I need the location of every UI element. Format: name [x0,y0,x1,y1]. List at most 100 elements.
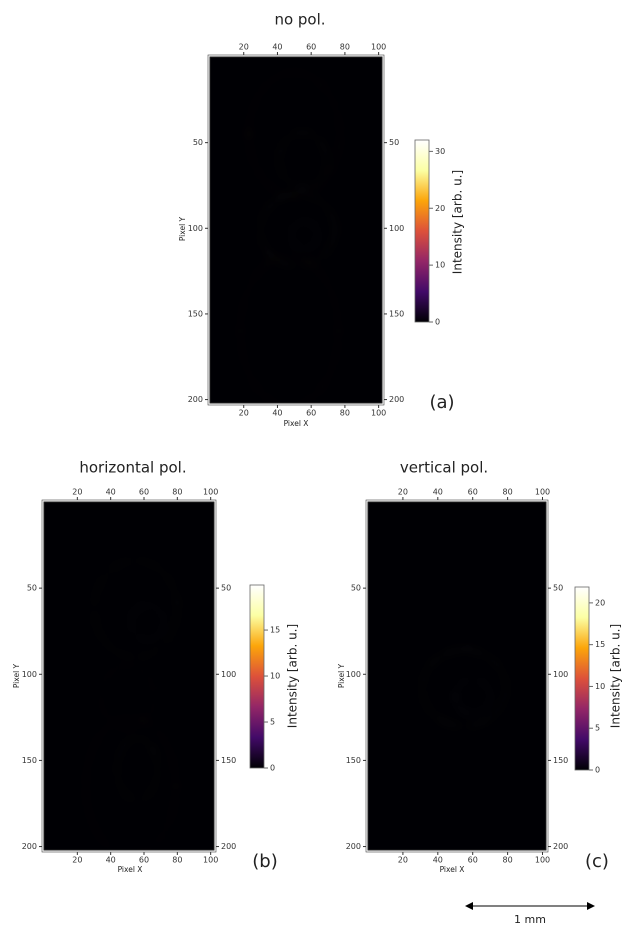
y-tick-label: 100 [188,224,203,233]
colorbar-tick-label: 20 [595,598,605,607]
x-tick-label: 20 [398,856,408,865]
heatmap-image [402,519,526,850]
y-tick-label: 50 [389,138,399,147]
plot-frame [43,501,215,851]
x-tick-label: 60 [468,488,478,497]
x-tick-label: 20 [72,856,82,865]
y-tick-label: 50 [193,138,203,147]
colorbar-label: Intensity [arb. u.] [286,624,300,728]
y-tick-label: 150 [188,309,203,318]
x-axis-label: Pixel X [284,419,309,428]
chart-title: horizontal pol. [79,459,186,477]
y-tick-label: 150 [389,309,404,318]
colorbar-tick-label: 10 [270,672,280,681]
y-tick-label: 200 [188,395,203,404]
x-tick-label: 80 [340,409,350,418]
chart-title: no pol. [274,11,325,29]
x-tick-label: 80 [503,856,513,865]
colorbar-label: Intensity [arb. u.] [609,624,622,728]
colorbar-tick-label: 30 [435,147,445,156]
panel-label: (a) [429,392,454,413]
x-tick-label: 40 [106,856,116,865]
colorbar-tick-label: 15 [595,640,605,649]
y-tick-label: 200 [389,395,404,404]
colorbar-tick-label: 0 [435,318,440,327]
x-tick-label: 60 [139,488,149,497]
y-tick-label: 50 [221,584,231,593]
y-tick-label: 200 [553,842,568,851]
x-tick-label: 100 [535,856,550,865]
y-axis-label: Pixel Y [12,663,21,688]
x-tick-label: 20 [398,488,408,497]
x-axis-label: Pixel X [118,865,143,874]
x-tick-label: 80 [172,488,182,497]
x-tick-label: 100 [203,856,218,865]
x-tick-label: 100 [203,488,218,497]
y-tick-label: 200 [22,842,37,851]
colorbar-tick-label: 0 [270,764,275,773]
intensity-blob [240,255,339,403]
y-tick-label: 100 [22,670,37,679]
colorbar-tick-label: 15 [270,626,280,635]
panel-label: (c) [585,851,609,872]
y-tick-label: 150 [553,756,568,765]
y-tick-label: 150 [221,756,236,765]
chart-title: vertical pol. [400,459,488,477]
y-tick-label: 50 [27,584,37,593]
plot-frame-outer [365,499,549,853]
x-tick-label: 40 [272,409,282,418]
x-tick-label: 20 [239,409,249,418]
y-axis-label: Pixel Y [178,216,187,241]
colorbar [249,584,265,769]
y-tick-label: 50 [351,584,361,593]
x-tick-label: 100 [371,409,386,418]
colorbar-tick-label: 10 [595,682,605,691]
scale-bar-label: 1 mm [514,913,546,925]
x-tick-label: 80 [340,43,350,52]
y-tick-label: 150 [22,756,37,765]
x-tick-label: 60 [468,856,478,865]
x-tick-label: 40 [106,488,116,497]
x-tick-label: 40 [433,856,443,865]
colorbar [414,139,430,323]
y-tick-label: 100 [221,670,236,679]
intensity-blob [290,221,318,249]
y-tick-label: 100 [389,224,404,233]
y-tick-label: 50 [553,584,563,593]
x-tick-label: 100 [371,43,386,52]
x-tick-label: 20 [72,488,82,497]
colorbar [574,586,590,771]
plot-frame-outer [41,499,217,853]
x-tick-label: 80 [172,856,182,865]
y-tick-label: 200 [221,842,236,851]
y-tick-label: 200 [346,842,361,851]
x-tick-label: 60 [139,856,149,865]
colorbar-tick-label: 0 [595,766,600,775]
x-axis-label: Pixel X [440,865,465,874]
x-tick-label: 60 [306,409,316,418]
intensity-blob [52,502,203,850]
panel-label: (b) [252,851,277,872]
colorbar-tick-label: 5 [270,718,275,727]
colorbar-label: Intensity [arb. u.] [451,170,465,274]
intensity-blob [279,132,327,188]
plot-frame [367,501,547,851]
plot-frame [209,56,383,404]
colorbar-tick-label: 20 [435,204,445,213]
intensity-blob [402,519,526,850]
x-tick-label: 80 [503,488,513,497]
colorbar-tick-label: 5 [595,724,600,733]
y-tick-label: 150 [346,756,361,765]
y-axis-label: Pixel Y [337,663,346,688]
heatmap-image [223,57,366,403]
x-tick-label: 60 [306,43,316,52]
x-tick-label: 100 [535,488,550,497]
x-tick-label: 20 [239,43,249,52]
x-tick-label: 40 [433,488,443,497]
y-tick-label: 100 [553,670,568,679]
colorbar-tick-label: 10 [435,261,445,270]
heatmap-image [52,502,203,850]
plot-frame-outer [207,54,385,406]
y-tick-label: 100 [346,670,361,679]
